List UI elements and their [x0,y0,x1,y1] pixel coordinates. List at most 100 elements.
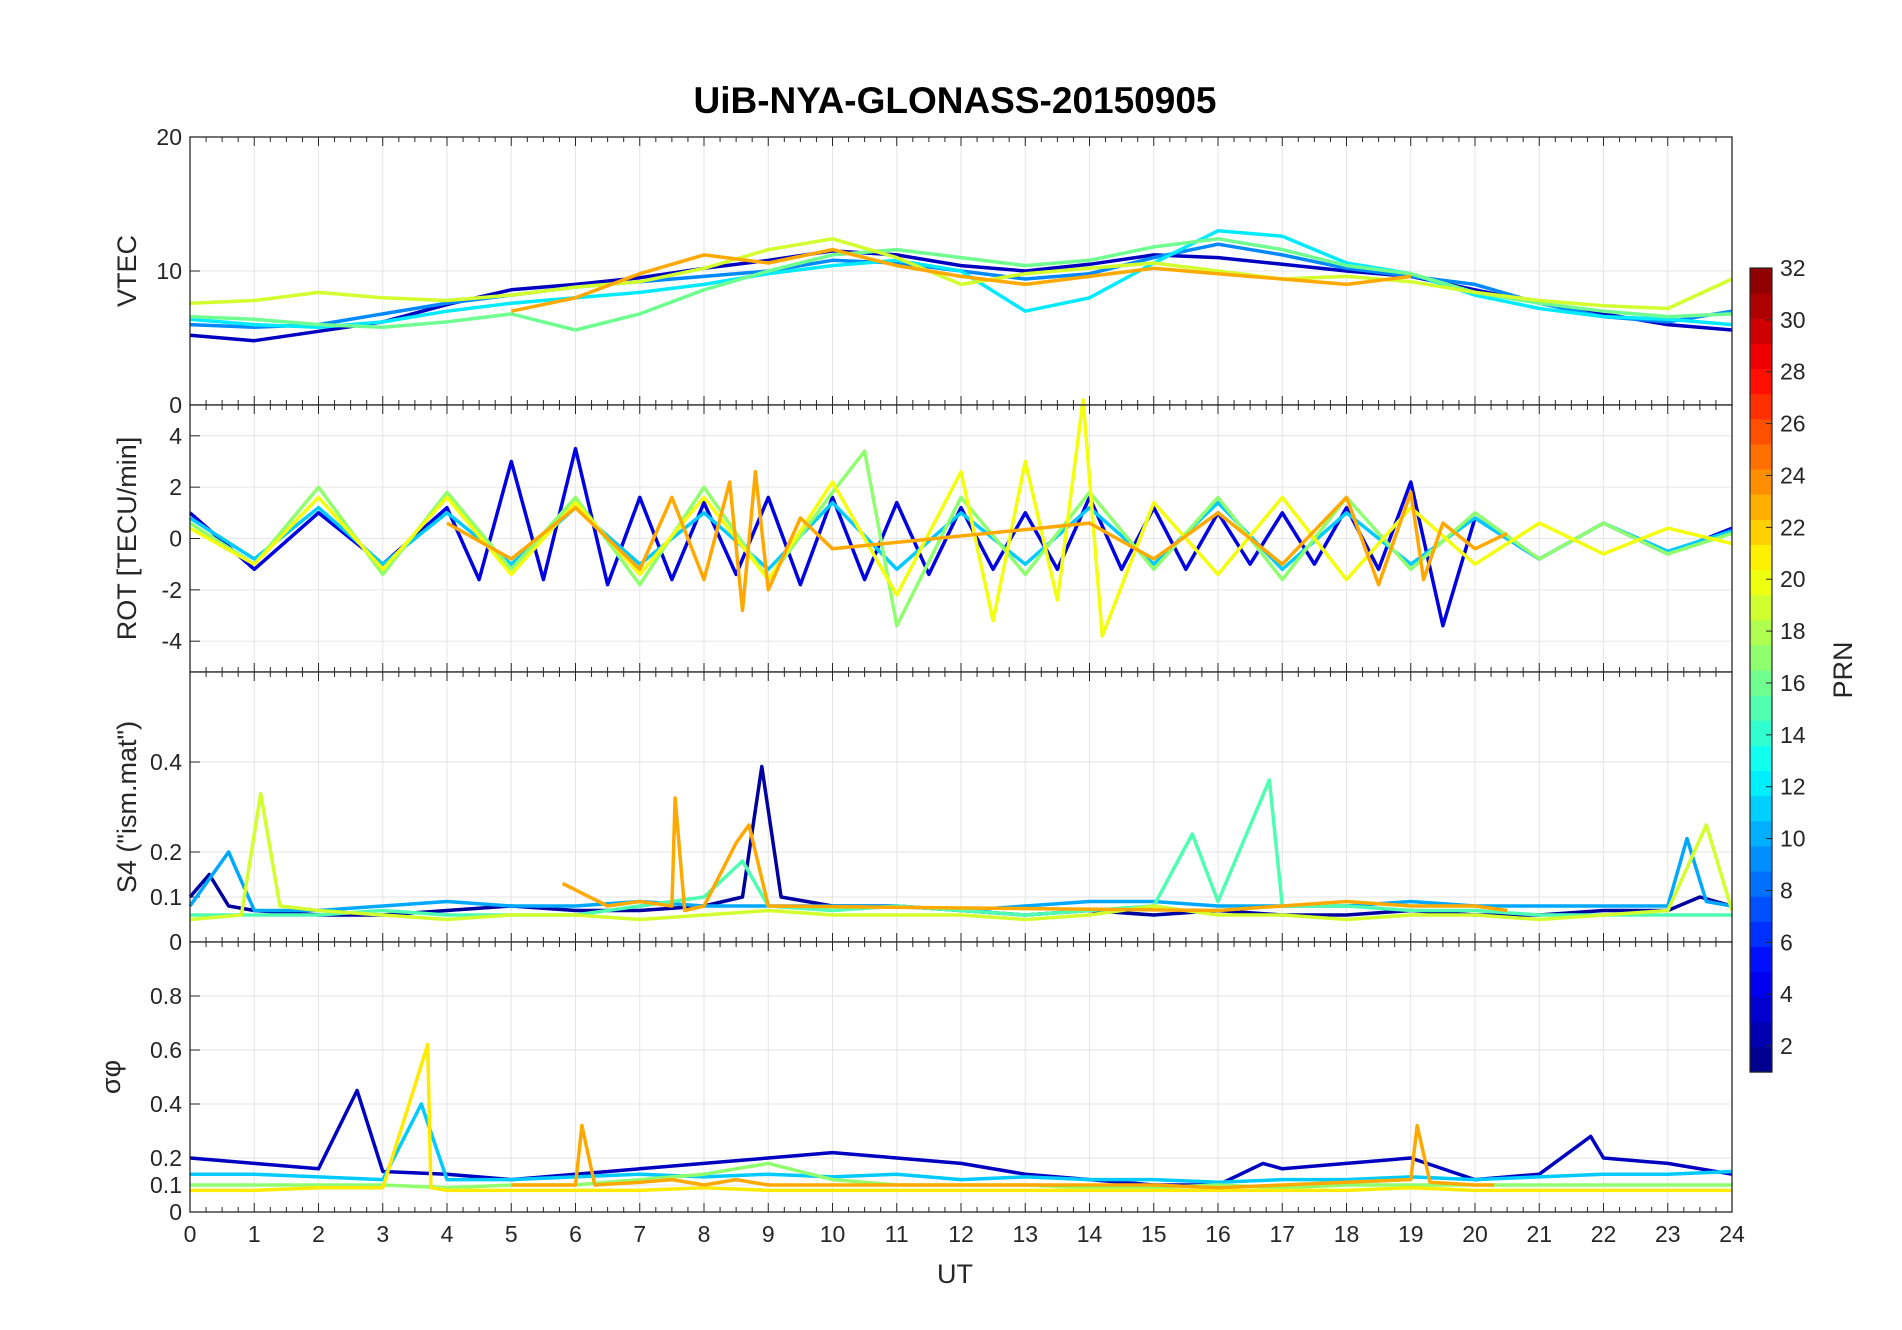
colorbar-swatch [1750,921,1772,947]
colorbar-swatch [1750,343,1772,370]
chart-title: UiB-NYA-GLONASS-20150905 [694,80,1217,121]
y-tick-label: 0.1 [150,884,182,910]
x-tick-label: 3 [376,1221,389,1247]
x-tick-label: 24 [1719,1221,1745,1247]
colorbar-frame [1749,267,1773,1073]
y-tick-label: -2 [162,577,182,603]
x-tick-label: 17 [1269,1221,1295,1247]
y-tick-label: 0 [169,929,182,955]
x-tick-label: 4 [441,1221,454,1247]
x-tick-label: 6 [569,1221,582,1247]
colorbar-swatch [1750,971,1772,998]
colorbar-tick-label: 18 [1780,618,1806,644]
x-tick-label: 13 [1012,1221,1038,1247]
series-line-prn-20 [189,398,1733,638]
y-axis-label-sigma_phi: σφ [96,1060,126,1094]
x-tick-label: 11 [885,1221,909,1247]
y-tick-label: 0.2 [150,839,182,865]
colorbar-tick-label: 2 [1780,1033,1793,1059]
series-line-prn-11 [190,1102,1733,1185]
colorbar-tick-label: 8 [1780,877,1793,903]
x-tick-label: 18 [1334,1221,1360,1247]
y-tick-label: 10 [156,258,182,284]
y-tick-label: 0.4 [150,749,182,775]
colorbar-swatch [1750,745,1772,772]
x-tick-label: 1 [248,1221,261,1247]
colorbar-swatch [1750,619,1772,646]
x-tick-label: 22 [1591,1221,1617,1247]
colorbar-swatch [1750,871,1772,897]
series-line-prn-11 [189,500,1733,572]
colorbar-swatch [1750,469,1772,495]
colorbar-tick-label: 32 [1780,255,1806,281]
x-tick-label: 19 [1398,1221,1424,1247]
y-tick-label: 0.6 [150,1037,182,1063]
colorbar-swatch [1750,1021,1772,1048]
x-tick-label: 5 [505,1221,518,1247]
y-tick-label: 0.8 [150,983,182,1009]
colorbar-swatch [1750,268,1772,294]
x-tick-label: 15 [1141,1221,1167,1247]
colorbar-label: PRN [1828,641,1858,698]
x-tick-label: 23 [1655,1221,1681,1247]
colorbar-tick-label: 30 [1780,307,1806,333]
series-line-prn-12 [189,229,1733,330]
y-axis-label-s4: S4 ("ism.mat") [112,721,142,893]
colorbar-swatch [1750,519,1772,545]
x-axis: 0 1 2 3 4 5 6 7 8 9 10 11 12 13 14 15 16 17 18 19 20 21 22 23 24 [184,1221,1745,1247]
colorbar-swatch [1750,569,1772,596]
colorbar-swatch [1750,644,1772,671]
colorbar-swatch [1750,594,1772,621]
colorbar-tick-label: 24 [1780,462,1806,488]
colorbar-tick-label: 4 [1780,981,1793,1007]
y-tick-label: 0 [169,392,182,418]
x-tick-label: 12 [948,1221,974,1247]
panel-sigma_phi: 00.10.2 0.4 0.6 0.8 σφ [96,941,1733,1225]
colorbar-swatch [1750,695,1772,721]
colorbar-swatch [1750,896,1772,922]
y-tick-label: 0.2 [150,1145,182,1171]
colorbar-tick-label: 20 [1780,566,1806,592]
y-tick-label: 0 [169,526,182,552]
y-tick-label: 0 [169,1199,182,1225]
colorbar-tick-label: 16 [1780,670,1806,696]
x-tick-label: 16 [1205,1221,1231,1247]
colorbar-swatch [1750,845,1772,872]
colorbar-swatch [1750,393,1772,420]
panel-s4: 0 0.1 0.2 0.4 S4 ("ism.mat") [112,671,1734,955]
colorbar-swatch [1750,494,1772,520]
series-line-prn-19 [189,237,1733,311]
x-tick-label: 9 [762,1221,775,1247]
series-line-prn-23 [510,247,1412,313]
x-tick-label: 20 [1462,1221,1488,1247]
panel-vtec: 0 10 20 VTEC [112,124,1733,418]
y-axis-label-rot: ROT [TECU/min] [112,437,142,641]
colorbar-tick-label: 12 [1780,774,1806,800]
series-line-prn-23 [446,470,1508,613]
panel-frame [189,941,1733,1213]
x-tick-label: 7 [633,1221,646,1247]
series-line-prn-19 [189,791,1734,922]
panel-rot: -4 -2 0 2 4 ROT [TECU/min] [112,398,1733,673]
series-line-prn-17 [189,449,1733,628]
colorbar-swatch [1750,1046,1772,1073]
colorbar-swatch [1750,418,1772,445]
y-tick-label: 20 [156,124,182,150]
colorbar-swatch [1750,368,1772,395]
colorbar-swatch [1750,795,1772,822]
x-tick-label: 0 [184,1221,197,1247]
colorbar-swatch [1750,318,1772,344]
colorbar-tick-label: 26 [1780,411,1806,437]
y-tick-label: -4 [162,628,183,654]
y-tick-label: 4 [169,423,182,449]
colorbar-swatch [1750,670,1772,696]
series-line-prn-15 [190,778,1732,917]
colorbar-tick-label: 6 [1780,929,1793,955]
x-axis-label: UT [937,1259,973,1289]
colorbar-swatch [1750,544,1772,571]
colorbar-swatch [1750,946,1772,973]
y-axis-label-vtec: VTEC [112,235,142,307]
x-tick-label: 2 [312,1221,325,1247]
